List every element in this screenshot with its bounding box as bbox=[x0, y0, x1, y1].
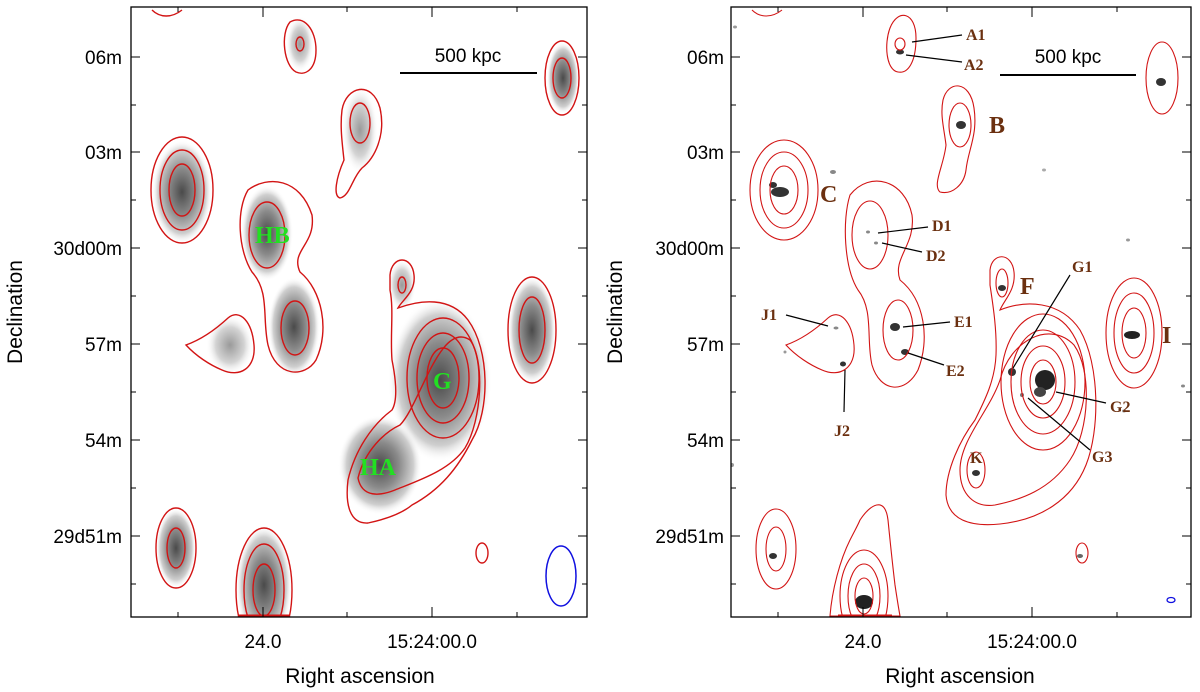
left-ticks bbox=[131, 7, 587, 617]
left-frame bbox=[130, 6, 588, 618]
label-j2: J2 bbox=[834, 423, 850, 440]
left-y-axis-title: Declination bbox=[4, 260, 27, 364]
left-radio-image bbox=[150, 9, 580, 617]
right-scale-bar-label: 500 kpc bbox=[1035, 47, 1102, 68]
right-y-tick-label: 03m bbox=[687, 143, 724, 164]
right-optical-image bbox=[731, 9, 1185, 617]
label-i: I bbox=[1162, 323, 1171, 349]
left-x-tick-label: 15:24:00.0 bbox=[387, 632, 477, 653]
left-contours bbox=[150, 9, 580, 617]
label-d2: D2 bbox=[926, 248, 946, 265]
right-y-tick-label: 57m bbox=[687, 335, 724, 356]
right-y-tick-label: 29d51m bbox=[655, 527, 724, 548]
left-x-tick-label: 24.0 bbox=[245, 632, 282, 653]
left-y-tick-label: 54m bbox=[85, 431, 122, 452]
left-y-tick-label: 30d00m bbox=[53, 239, 122, 260]
left-y-tick-label: 57m bbox=[85, 335, 122, 356]
left-y-tick-label: 06m bbox=[85, 48, 122, 69]
label-g2: G2 bbox=[1110, 399, 1130, 416]
right-leader-lines bbox=[785, 34, 1107, 451]
label-b: B bbox=[989, 113, 1005, 139]
right-y-axis-title: Declination bbox=[604, 260, 627, 364]
label-j1: J1 bbox=[761, 307, 777, 324]
right-panel: 500 kpc 06m 03m 30d00m 57m 54m 29d51m 24… bbox=[604, 6, 1192, 688]
right-y-tick-label: 30d00m bbox=[655, 239, 724, 260]
label-e2: E2 bbox=[946, 363, 965, 380]
label-g1: G1 bbox=[1072, 259, 1092, 276]
right-x-tick-label: 15:24:00.0 bbox=[987, 632, 1077, 653]
left-x-axis-title: Right ascension bbox=[285, 665, 434, 688]
label-e1: E1 bbox=[954, 314, 973, 331]
right-beam-ellipse bbox=[1166, 596, 1176, 604]
label-k: K bbox=[970, 450, 983, 467]
label-hb: HB bbox=[255, 223, 290, 249]
right-x-tick-label: 24.0 bbox=[845, 632, 882, 653]
right-x-axis-title: Right ascension bbox=[885, 665, 1034, 688]
right-y-tick-label: 54m bbox=[687, 431, 724, 452]
label-d1: D1 bbox=[932, 218, 952, 235]
right-galaxies bbox=[731, 25, 1185, 609]
label-f: F bbox=[1020, 274, 1035, 300]
label-c: C bbox=[820, 182, 837, 208]
left-panel: 500 kpc 06m 03m 30d00m 57m 54m 29d51m 24… bbox=[4, 6, 588, 688]
right-y-tick-label: 06m bbox=[687, 48, 724, 69]
label-ha: HA bbox=[360, 455, 397, 481]
left-scale-bar-label: 500 kpc bbox=[435, 46, 502, 67]
right-ticks bbox=[731, 7, 1191, 617]
right-frame bbox=[730, 6, 1192, 618]
right-contours bbox=[749, 9, 1179, 617]
left-y-tick-label: 29d51m bbox=[53, 527, 122, 548]
label-a2: A2 bbox=[964, 57, 984, 74]
label-g3: G3 bbox=[1092, 449, 1112, 466]
left-y-tick-label: 03m bbox=[85, 143, 122, 164]
label-g: G bbox=[433, 369, 452, 395]
label-a1: A1 bbox=[966, 27, 986, 44]
left-beam-ellipse bbox=[545, 545, 577, 607]
